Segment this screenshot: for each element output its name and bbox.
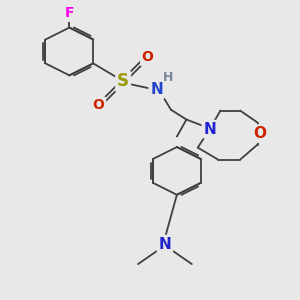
- Text: H: H: [163, 71, 174, 84]
- Text: N: N: [150, 82, 163, 97]
- Text: N: N: [203, 122, 216, 136]
- Text: S: S: [117, 72, 129, 90]
- Text: O: O: [142, 50, 154, 64]
- Text: O: O: [254, 126, 266, 141]
- Text: O: O: [93, 98, 105, 112]
- Text: N: N: [159, 237, 171, 252]
- Text: F: F: [64, 6, 74, 20]
